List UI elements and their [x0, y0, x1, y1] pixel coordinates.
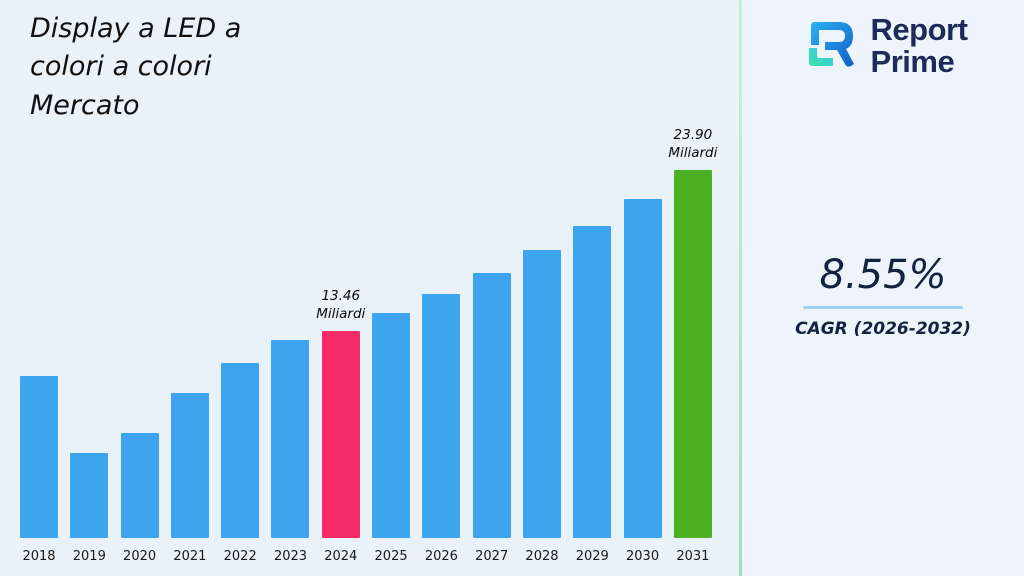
x-axis-label-2018: 2018 — [22, 549, 56, 564]
bar-2026 — [422, 294, 461, 538]
bar-col-2031: 23.90 Miliardi 2031 — [668, 127, 717, 564]
x-axis-label-2019: 2019 — [72, 549, 106, 564]
cagr-block: 8.55% CAGR (2026-2032) — [742, 252, 1024, 339]
cagr-underline — [803, 306, 963, 309]
x-axis-label-2023: 2023 — [273, 549, 308, 564]
chart-title-line: colori a colori — [30, 51, 212, 83]
bar-2025 — [372, 313, 411, 538]
bar-2022 — [221, 363, 260, 538]
bar-col-2025: 2025 — [372, 313, 411, 564]
cagr-value: 8.55% — [819, 252, 947, 298]
x-axis-label-2031: 2031 — [676, 549, 710, 564]
logo-text-report: Report — [870, 12, 968, 47]
x-axis-label-2021: 2021 — [173, 549, 207, 564]
bar-2018 — [20, 376, 58, 538]
bar-col-2030: 2030 — [623, 199, 662, 564]
bar-2021 — [170, 393, 209, 538]
bar-col-2022: 2022 — [221, 363, 260, 564]
x-axis-label-2027: 2027 — [475, 549, 509, 564]
x-axis-label-2028: 2028 — [525, 549, 559, 564]
bar-2027 — [472, 273, 511, 538]
chart-title-line: Display a LED a — [30, 13, 242, 44]
bar-col-2019: 2019 — [70, 453, 109, 564]
bar-col-2028: 2028 — [522, 250, 561, 564]
chart-title: Display a LED a colori a colori Mercato — [30, 10, 330, 125]
logo-text-prime: Prime — [870, 43, 955, 79]
bar-col-2020: 2020 — [120, 433, 159, 564]
bar-col-2021: 2021 — [170, 393, 209, 564]
bar-2023 — [271, 340, 310, 538]
bar-2024 — [321, 331, 360, 538]
bar-2030 — [623, 199, 662, 538]
x-axis-label-2030: 2030 — [626, 549, 660, 564]
reportprime-logo-text: Report Prime — [871, 14, 968, 77]
bar-col-2024: 13.46 Miliardi 2024 — [316, 288, 365, 564]
annotation-2024: 13.46 Miliardi — [316, 287, 366, 322]
bar-col-2027: 2027 — [472, 273, 511, 564]
bar-col-2029: 2029 — [573, 226, 612, 564]
bar-2020 — [120, 433, 159, 538]
right-panel: Report Prime 8.55% CAGR (2026-2032) — [742, 0, 1024, 576]
bar-col-2026: 2026 — [422, 294, 461, 564]
x-axis-label-2029: 2029 — [575, 549, 609, 564]
x-axis-label-2020: 2020 — [123, 549, 157, 564]
cagr-label: CAGR (2026-2032) — [795, 319, 971, 339]
annotation-2031: 23.90 Miliardi — [668, 126, 718, 161]
bar-2028 — [522, 250, 561, 538]
chart-title-line: Mercato — [30, 89, 140, 121]
x-axis-label-2022: 2022 — [223, 549, 257, 564]
x-axis-label-2026: 2026 — [424, 549, 458, 564]
reportprime-logo-icon — [799, 16, 861, 76]
bar-col-2023: 2023 — [271, 340, 310, 564]
divider-line — [739, 0, 742, 576]
bar-2019 — [70, 453, 109, 538]
bar-chart: 2018 2019 2020 2021 2022 2023 13.46 Miliardi 20… — [20, 127, 717, 564]
bar-2029 — [573, 226, 612, 538]
x-axis-label-2024: 2024 — [324, 549, 358, 564]
x-axis-label-2025: 2025 — [374, 549, 408, 564]
reportprime-logo: Report Prime — [742, 14, 1024, 77]
bar-col-2018: 2018 — [20, 376, 58, 564]
bar-2031 — [673, 170, 712, 538]
